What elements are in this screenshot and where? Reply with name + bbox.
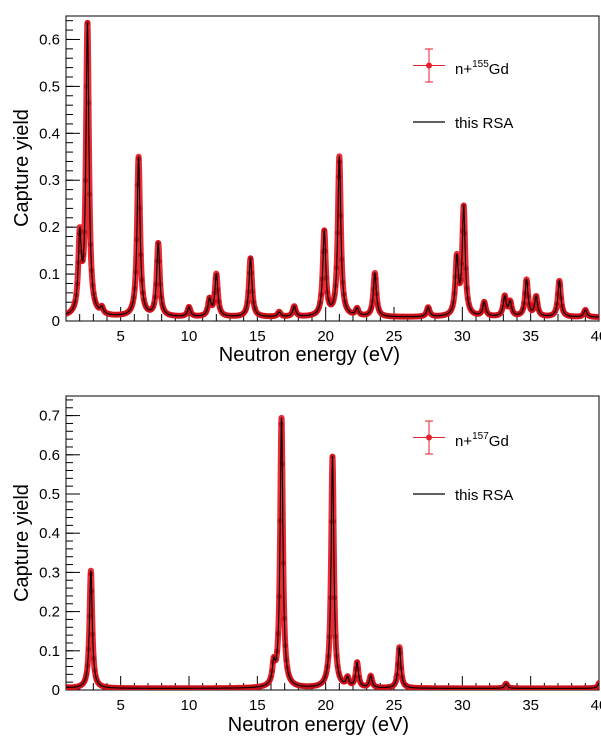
x-tick-label: 15 [249,697,266,714]
y-tick-label: 0.6 [39,31,60,48]
y-tick-label: 0.1 [39,266,60,283]
x-tick-label: 25 [386,697,403,714]
fit-series-155gd [66,22,599,318]
legend-fit-label: this RSA [455,115,513,132]
legend-data-label: n+155Gd [455,59,509,78]
legend-data-label: n+157Gd [455,431,509,450]
legend-data-marker [413,48,445,83]
y-tick-label: 0.5 [39,486,60,503]
y-tick-label: 0.5 [39,78,60,95]
top-panel: 0 0.1 0.2 0.3 0.4 0.5 0.6 5 10 15 20 25 30 35 40 Capt… [11,15,601,366]
y-tick-label: 0.1 [39,643,60,660]
x-tick-label: 30 [454,328,471,345]
data-band [66,19,599,320]
data-series-155gd [66,19,599,320]
x-tick-label: 40 [591,697,601,714]
x-tick-label: 10 [181,697,198,714]
y-tick-label: 0 [52,682,60,699]
y-tick-label: 0.3 [39,564,60,581]
legend-data-marker [413,420,445,455]
x-tick-label: 40 [591,328,601,345]
fit-line [66,22,599,318]
x-axis-label: Neutron energy (eV) [228,714,409,736]
y-axis: 0 0.1 0.2 0.3 0.4 0.5 0.6 0.7 [39,399,80,699]
x-tick-label: 35 [522,328,539,345]
x-tick-label: 30 [454,697,471,714]
y-axis-label: Capture yield [11,109,33,227]
fit-line [66,417,599,689]
plot-frame [65,15,600,322]
y-tick-label: 0.4 [39,525,60,542]
y-tick-label: 0.4 [39,125,60,142]
legend: n+155Gd this RSA [413,48,513,132]
x-tick-label: 5 [116,697,124,714]
bottom-panel: 0 0.1 0.2 0.3 0.4 0.5 0.6 0.7 5 10 15 20 25 30 35 40 C… [11,395,601,736]
legend-fit-label: this RSA [455,487,513,504]
x-tick-label: 20 [317,328,334,345]
fit-series-157gd [66,417,599,689]
y-axis: 0 0.1 0.2 0.3 0.4 0.5 0.6 [39,20,80,330]
y-tick-label: 0 [52,313,60,330]
x-axis: 5 10 15 20 25 30 35 40 [79,676,601,714]
x-tick-label: 20 [317,697,334,714]
legend: n+157Gd this RSA [413,420,513,504]
y-axis-label: Capture yield [11,484,33,602]
plot-frame [65,395,600,691]
y-tick-label: 0.6 [39,447,60,464]
y-tick-label: 0.3 [39,172,60,189]
x-tick-label: 10 [181,328,198,345]
x-tick-label: 35 [522,697,539,714]
x-tick-label: 5 [116,328,124,345]
x-tick-label: 15 [249,328,266,345]
y-tick-label: 0.2 [39,219,60,236]
y-tick-label: 0.2 [39,604,60,621]
x-axis-label: Neutron energy (eV) [219,344,400,366]
x-tick-label: 25 [386,328,403,345]
y-tick-label: 0.7 [39,408,60,425]
